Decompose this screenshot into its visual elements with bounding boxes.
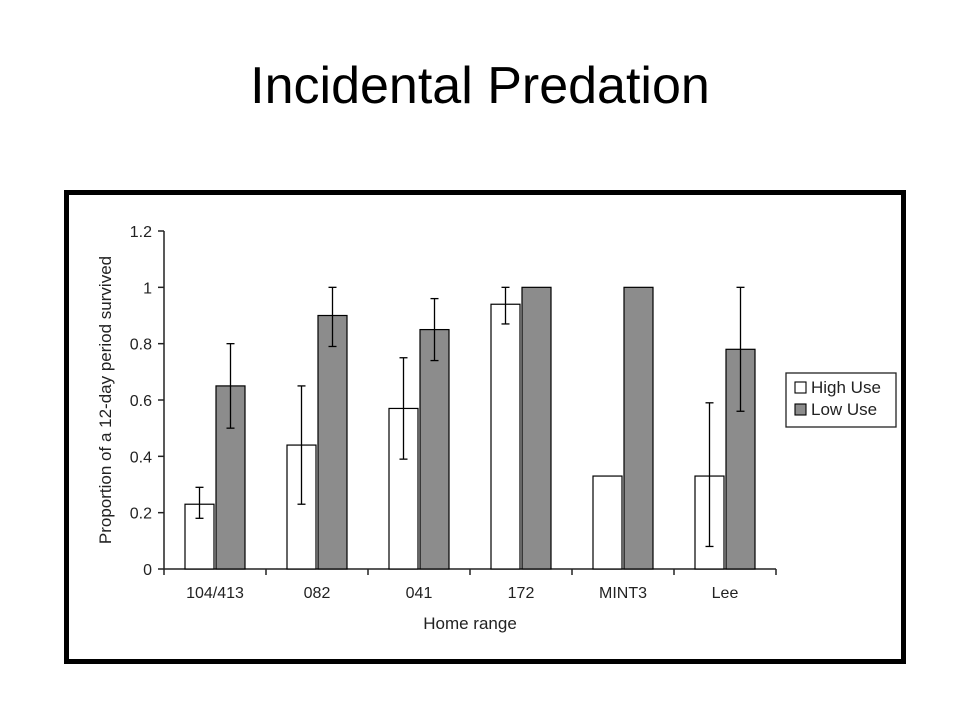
low-use-bar [419, 328, 450, 570]
low-use-bar [317, 314, 348, 570]
legend-swatch-low-use [794, 403, 807, 416]
x-axis-title: Home range [423, 614, 517, 633]
x-category-label: 041 [406, 585, 433, 602]
x-category-label: 104/413 [186, 585, 244, 602]
y-tick-label: 1.2 [130, 224, 152, 241]
x-category-label: MINT3 [599, 585, 647, 602]
legend-label-low-use: Low Use [811, 400, 877, 419]
y-axis-title: Proportion of a 12-day period survived [96, 256, 115, 544]
legend-label-high-use: High Use [811, 378, 881, 397]
y-tick-label: 0.2 [130, 506, 152, 523]
y-tick-label: 0 [143, 562, 152, 579]
legend-swatch-high-use [794, 381, 807, 394]
y-tick-label: 0.4 [130, 449, 152, 466]
slide-title: Incidental Predation [250, 57, 710, 115]
x-category-label: 172 [508, 585, 535, 602]
low-use-bar [521, 286, 552, 570]
low-use-bar [623, 286, 654, 570]
y-tick-label: 0.8 [130, 337, 152, 354]
x-category-label: Lee [712, 585, 739, 602]
high-use-bar [592, 475, 623, 570]
high-use-bar [184, 503, 215, 570]
y-tick-label: 0.6 [130, 393, 152, 410]
y-tick-label: 1 [143, 280, 152, 297]
bar-chart: 0 0.2 0.4 0.6 0.8 1 1.2 104/413 082 041 172 MINT3 Le… [96, 224, 897, 633]
high-use-bar [388, 407, 419, 570]
high-use-bar [490, 303, 521, 570]
chart-frame: 0 0.2 0.4 0.6 0.8 1 1.2 104/413 082 041 172 MINT3 Le… [64, 190, 906, 664]
x-category-label: 082 [304, 585, 331, 602]
